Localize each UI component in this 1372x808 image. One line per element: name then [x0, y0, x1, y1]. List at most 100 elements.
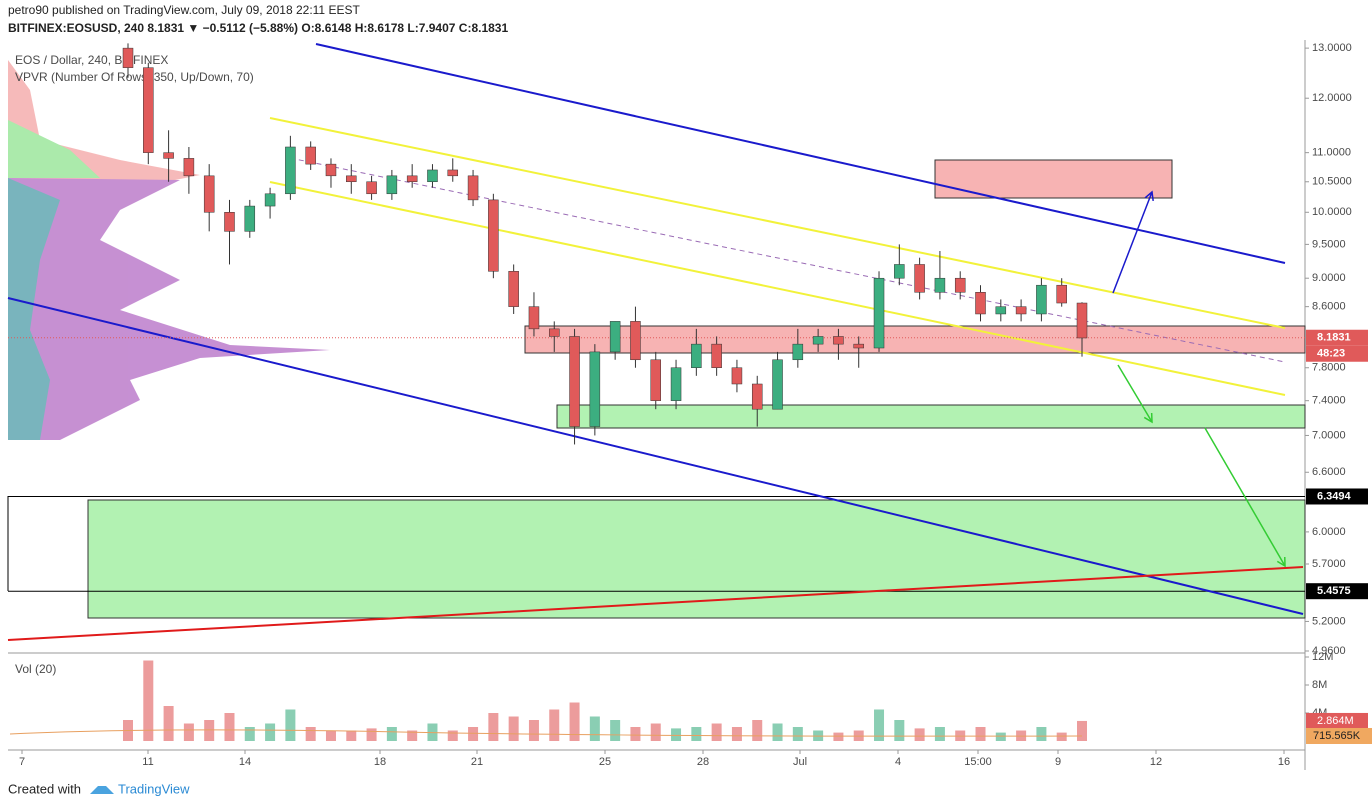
- candle-body: [711, 343, 722, 368]
- volume-profile: [8, 60, 330, 440]
- candle-body: [731, 367, 743, 385]
- header-published: petro90 published on TradingView.com, Ju…: [8, 3, 360, 17]
- symbol-line: BITFINEX:EOSUSD, 240 8.1831 ▼ −0.5112 (−…: [8, 21, 508, 35]
- trend-line: [269, 181, 1286, 396]
- volume-bar: [833, 732, 844, 741]
- volume-bar: [224, 713, 235, 741]
- volume-bar: [143, 660, 154, 741]
- x-tick-label: Jul: [793, 756, 807, 768]
- y-tick-label: 13.0000: [1312, 42, 1352, 54]
- last-price-label: 8.1831: [1317, 332, 1351, 344]
- volume-ma: [9, 729, 1083, 737]
- volume-title: Vol (20): [15, 662, 56, 676]
- candle-body: [934, 277, 946, 293]
- footer-logo: [90, 786, 114, 794]
- candle-body: [244, 205, 256, 232]
- trend-line: [269, 117, 1286, 329]
- trend-line: [289, 157, 1286, 363]
- candle-body: [569, 336, 580, 427]
- volume-bar: [325, 730, 336, 741]
- volume-bar: [934, 727, 945, 741]
- trend-line: [7, 297, 1304, 615]
- candle-body: [467, 175, 479, 201]
- candle-body: [325, 163, 337, 177]
- volume-bar: [346, 730, 357, 741]
- volume-bar: [772, 723, 783, 741]
- candle-body: [366, 181, 377, 195]
- last-volume-label: 2.864M: [1317, 715, 1354, 727]
- drawings: [7, 43, 1306, 641]
- candle-body: [122, 47, 134, 68]
- y-tick-label: 6.0000: [1312, 526, 1346, 538]
- y-tick-label: 9.0000: [1312, 272, 1346, 284]
- volume-bar: [1077, 720, 1087, 741]
- volume-bar: [508, 716, 519, 741]
- candle-body: [488, 199, 499, 272]
- candle-body: [914, 264, 925, 293]
- trend-line: [1117, 364, 1153, 423]
- volume-bar: [610, 720, 621, 741]
- y-tick-label: 9.5000: [1312, 238, 1346, 250]
- volume-bar: [265, 723, 276, 741]
- candle-body: [873, 277, 885, 349]
- candle-body: [528, 306, 540, 330]
- candle-body: [630, 321, 641, 361]
- candle-body: [650, 359, 661, 401]
- candle-body: [508, 271, 519, 307]
- y-tick-label: 8.6000: [1312, 301, 1346, 313]
- volume-bar: [407, 730, 418, 741]
- volume-bar: [468, 727, 479, 741]
- volume-bar: [528, 720, 539, 741]
- candle-body: [447, 169, 459, 177]
- y-tick-label: 7.4000: [1312, 395, 1346, 407]
- volume-bar: [204, 720, 215, 741]
- candle-body: [691, 343, 702, 368]
- candle-body: [386, 175, 398, 195]
- y-tick-label: 10.0000: [1312, 206, 1352, 218]
- candle-body: [751, 383, 763, 410]
- volume-bar: [366, 728, 377, 741]
- candle-body: [264, 193, 276, 207]
- x-tick-label: 21: [471, 756, 483, 768]
- candle-body: [833, 336, 844, 345]
- candle-body: [224, 212, 235, 232]
- last-price-badge: [1306, 329, 1368, 346]
- footer-created: Created with: [8, 781, 81, 796]
- volume-bar: [894, 720, 905, 741]
- candle-body: [954, 277, 966, 293]
- volume-ma-badge: [1306, 727, 1372, 744]
- arrow-head: [1144, 190, 1154, 202]
- arrow-head: [1276, 556, 1286, 568]
- volume-bar: [711, 723, 722, 741]
- volume-bar: [163, 706, 174, 741]
- volume-bar: [549, 709, 560, 741]
- y-tick-label: 11.0000: [1312, 147, 1351, 159]
- volume-bar: [488, 713, 499, 741]
- arrow-head: [1143, 412, 1153, 424]
- candle-body: [670, 367, 682, 401]
- volume-bar: [752, 720, 763, 741]
- y-tick-label: 10.5000: [1312, 176, 1352, 188]
- volume-bar: [183, 723, 194, 741]
- x-tick-label: 11: [142, 756, 153, 768]
- y-tick-label: 4.9600: [1312, 645, 1346, 657]
- candle-body: [305, 146, 316, 165]
- x-tick-label: 18: [374, 756, 386, 768]
- candle-body: [285, 146, 296, 195]
- countdown-badge: [1306, 345, 1368, 362]
- candle-body: [143, 67, 154, 153]
- zone: [524, 325, 1306, 354]
- volume-bar: [1036, 727, 1047, 741]
- candle-body: [853, 343, 864, 349]
- candle-body: [1056, 284, 1067, 304]
- x-tick-label: 16: [1278, 756, 1290, 768]
- volume-bar: [792, 727, 803, 741]
- countdown-label: 48:23: [1317, 348, 1345, 360]
- zone: [87, 499, 1306, 619]
- level-badge: [1306, 583, 1368, 600]
- candle-body: [975, 292, 986, 315]
- candle-body: [183, 158, 195, 177]
- volume-bar: [1056, 732, 1067, 741]
